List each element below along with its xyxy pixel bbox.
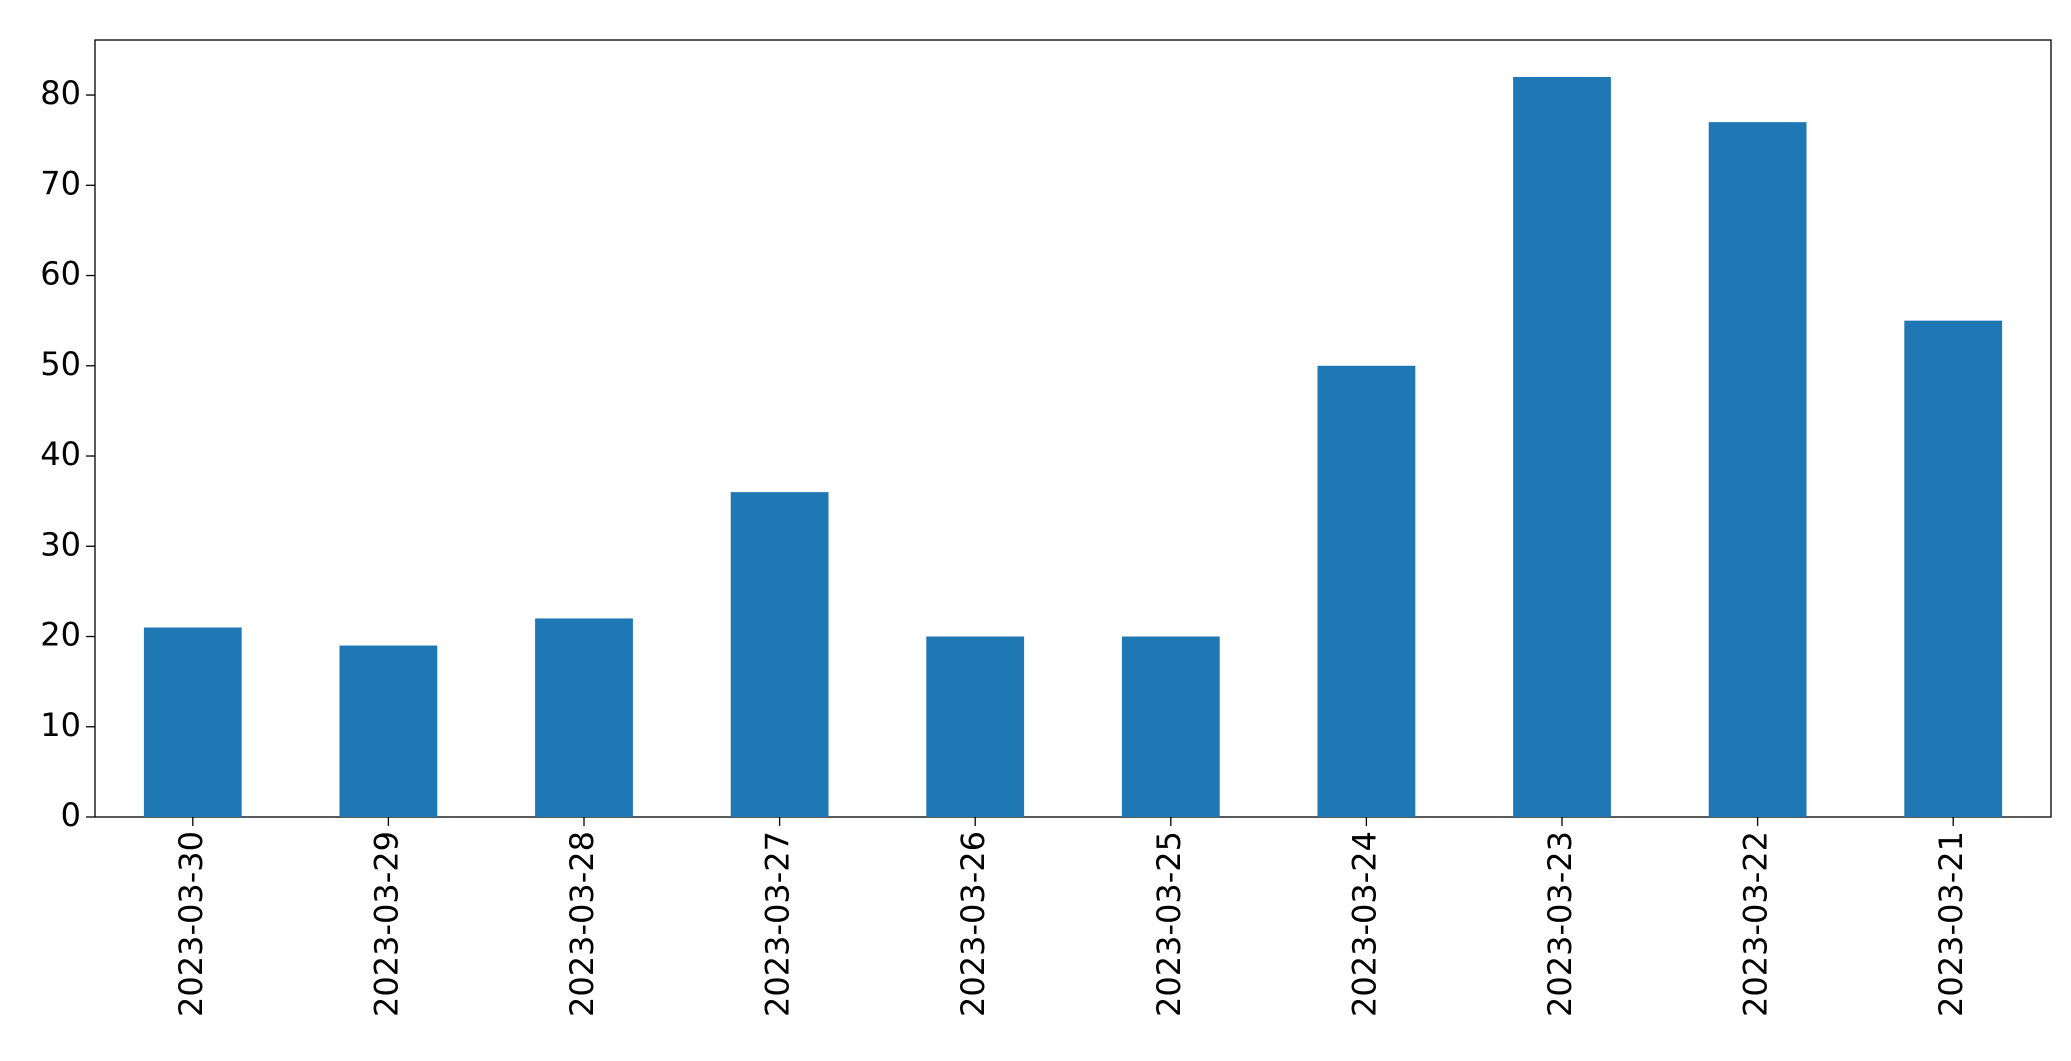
plot-frame xyxy=(94,39,2052,818)
y-tick-label: 0 xyxy=(61,796,81,834)
y-tick-label: 50 xyxy=(40,345,81,383)
bar xyxy=(1317,365,1416,817)
bar xyxy=(1121,636,1220,817)
y-tick-label: 60 xyxy=(40,255,81,293)
x-tick-label: 2023-03-25 xyxy=(1150,831,1188,1017)
y-tick-label: 40 xyxy=(40,435,81,473)
bar xyxy=(1708,122,1807,817)
y-tick-label: 10 xyxy=(40,706,81,744)
x-tick-label: 2023-03-22 xyxy=(1737,831,1775,1017)
y-tick-label: 20 xyxy=(40,616,81,654)
y-tick-label: 70 xyxy=(40,164,81,202)
x-tick-label: 2023-03-24 xyxy=(1345,831,1383,1017)
x-tick-label: 2023-03-30 xyxy=(172,831,210,1017)
x-tick-label: 2023-03-27 xyxy=(759,831,797,1017)
x-tick-label: 2023-03-21 xyxy=(1932,831,1970,1017)
bar xyxy=(1904,320,2003,817)
bar xyxy=(926,636,1025,817)
bar xyxy=(339,645,438,817)
x-tick-label: 2023-03-23 xyxy=(1541,831,1579,1017)
x-tick-label: 2023-03-29 xyxy=(367,831,405,1017)
bar xyxy=(535,618,633,817)
y-tick-label: 80 xyxy=(40,74,81,112)
bar xyxy=(143,627,242,817)
x-tick-label: 2023-03-28 xyxy=(563,831,601,1017)
bar xyxy=(1513,77,1611,817)
y-tick-label: 30 xyxy=(40,525,81,563)
x-tick-label: 2023-03-26 xyxy=(954,831,992,1017)
bar xyxy=(730,492,829,817)
